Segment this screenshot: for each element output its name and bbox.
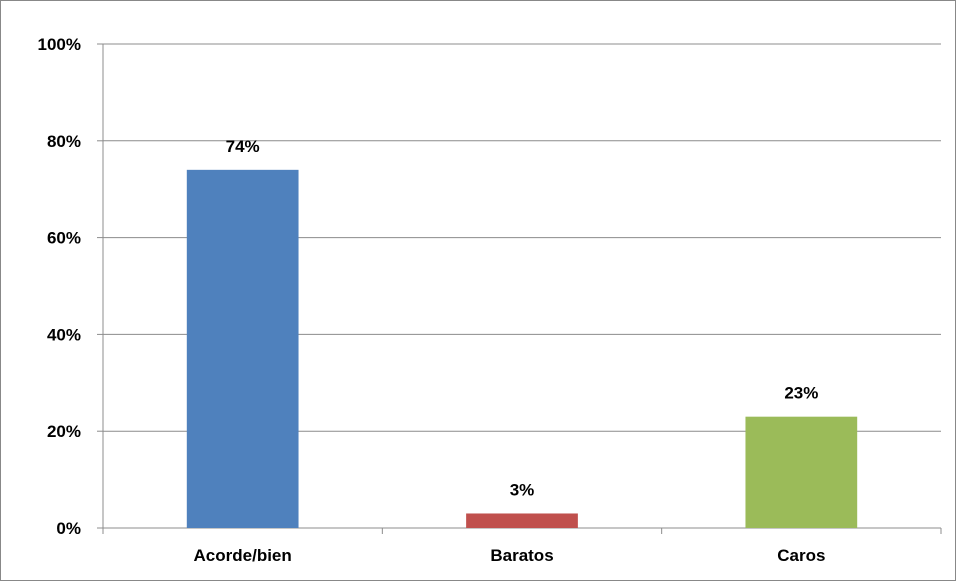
bar-caros [745,416,858,528]
y-tick-label: 80% [47,132,81,151]
bar-baratos [466,513,578,528]
y-tick-label: 20% [47,422,81,441]
data-label: 3% [510,480,535,499]
bars [186,169,858,528]
category-label: Acorde/bien [194,546,292,565]
category-label: Baratos [490,546,553,565]
category-label: Caros [777,546,825,565]
data-labels: 74% 3% 23% [226,137,819,500]
data-label: 74% [226,137,260,156]
y-tick-label: 60% [47,229,81,248]
data-label: 23% [784,384,818,403]
category-labels: Acorde/bien Baratos Caros [194,546,826,565]
y-tick-label: 0% [56,519,81,538]
y-tick-labels: 0% 20% 40% 60% 80% 100% [38,35,81,538]
bar-acorde-bien [186,169,299,528]
y-tick-label: 100% [38,35,81,54]
y-tick-label: 40% [47,325,81,344]
